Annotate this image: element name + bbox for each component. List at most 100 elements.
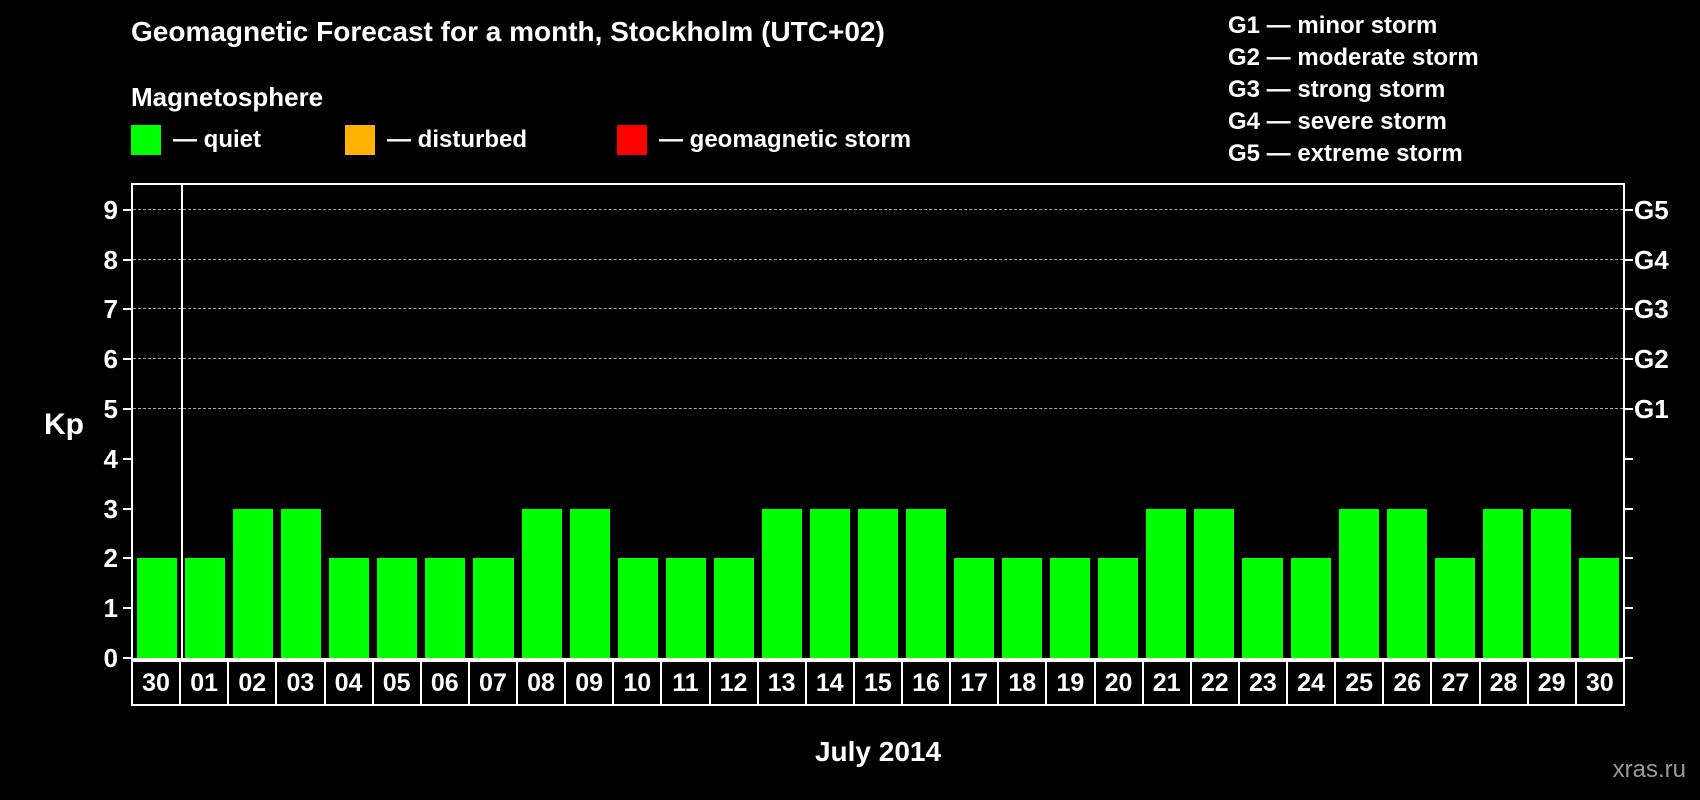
y-tick-mark-right-4 bbox=[1625, 457, 1633, 460]
kp-bar-day-18 bbox=[1002, 558, 1043, 658]
legend-item-disturbed: — disturbed bbox=[345, 124, 527, 156]
day-label-20-20: 20 bbox=[1096, 662, 1144, 704]
y-tick-label-6: 6 bbox=[103, 344, 118, 375]
month-label: July 2014 bbox=[814, 736, 942, 767]
legend-item-quiet: — quiet bbox=[131, 124, 261, 156]
day-label-16-16: 16 bbox=[903, 662, 952, 704]
day-label-18-18: 18 bbox=[999, 662, 1048, 704]
day-label-27-27: 27 bbox=[1432, 662, 1481, 704]
storm-swatch-icon bbox=[617, 125, 647, 155]
day-label-22-22: 22 bbox=[1192, 662, 1240, 704]
kp-bar-day-29 bbox=[1530, 508, 1571, 658]
kp-bar-day-30 bbox=[137, 558, 178, 658]
g-legend-line-g5: G5 — extreme storm bbox=[1228, 140, 1463, 167]
y-tick-mark-left-4 bbox=[123, 457, 131, 460]
y-tick-mark-right-3 bbox=[1625, 507, 1633, 510]
gridline-kp-9 bbox=[133, 208, 1623, 210]
day-label-23-23: 23 bbox=[1240, 662, 1288, 704]
g-axis-label-g3: G3 bbox=[1634, 294, 1669, 325]
y-tick-mark-left-0 bbox=[123, 657, 131, 659]
y-tick-mark-right-0 bbox=[1625, 657, 1633, 659]
kp-bar-day-19 bbox=[1050, 558, 1091, 658]
gridline-kp-8 bbox=[133, 258, 1623, 260]
watermark: xras.ru bbox=[1612, 756, 1686, 783]
day-label-25-25: 25 bbox=[1336, 662, 1385, 704]
kp-bar-day-22 bbox=[1194, 508, 1235, 658]
y-tick-mark-left-7 bbox=[123, 308, 131, 311]
kp-bar-day-12 bbox=[713, 558, 754, 658]
y-tick-mark-left-3 bbox=[123, 507, 131, 510]
day-label-1-01: 01 bbox=[181, 662, 230, 704]
y-tick-mark-right-1 bbox=[1625, 607, 1633, 610]
day-label-2-02: 02 bbox=[229, 662, 278, 704]
legend-item-storm: — geomagnetic storm bbox=[617, 124, 911, 156]
kp-bar-day-14 bbox=[809, 508, 850, 658]
g-axis-label-g5: G5 bbox=[1634, 194, 1669, 225]
day-label-14-14: 14 bbox=[807, 662, 855, 704]
day-label-0-30: 30 bbox=[133, 662, 182, 704]
kp-axis-label: Kp bbox=[44, 408, 84, 441]
y-tick-label-2: 2 bbox=[103, 543, 118, 574]
kp-bar-day-03 bbox=[281, 508, 322, 658]
kp-bar-day-11 bbox=[665, 558, 706, 658]
g-axis-label-g1: G1 bbox=[1634, 394, 1669, 425]
kp-bar-day-28 bbox=[1482, 508, 1523, 658]
magnetosphere-label: Magnetosphere bbox=[131, 82, 324, 112]
day-label-5-05: 05 bbox=[374, 662, 422, 704]
y-tick-mark-left-2 bbox=[123, 557, 131, 560]
y-tick-mark-right-8 bbox=[1625, 258, 1633, 261]
kp-bar-day-15 bbox=[857, 508, 899, 658]
kp-bar-day-05 bbox=[377, 558, 418, 658]
disturbed-label: — disturbed bbox=[387, 126, 528, 153]
day-label-30-30: 30 bbox=[1585, 668, 1614, 697]
day-label-19-19: 19 bbox=[1047, 662, 1096, 704]
gridline-kp-7 bbox=[133, 308, 1623, 310]
y-tick-label-8: 8 bbox=[103, 244, 118, 275]
day-label-8-08: 08 bbox=[518, 662, 567, 704]
day-label-7-07: 07 bbox=[470, 662, 518, 704]
kp-bar-day-24 bbox=[1290, 558, 1331, 658]
kp-bar-day-16 bbox=[906, 508, 947, 658]
chart-title: Geomagnetic Forecast for a month, Stockh… bbox=[131, 16, 885, 47]
y-tick-mark-left-6 bbox=[123, 358, 131, 361]
kp-bar-day-04 bbox=[329, 558, 370, 658]
day-label-6-06: 06 bbox=[422, 662, 470, 704]
day-label-4-04: 04 bbox=[326, 662, 374, 704]
g-legend-line-g2: G2 — moderate storm bbox=[1228, 44, 1479, 71]
g-axis-label-g4: G4 bbox=[1634, 244, 1669, 275]
y-tick-mark-right-5 bbox=[1625, 408, 1633, 411]
day-label-28-28: 28 bbox=[1481, 662, 1529, 704]
g-scale-legend: G1 — minor storm G2 — moderate storm G3 … bbox=[1228, 10, 1479, 170]
y-tick-mark-right-6 bbox=[1625, 358, 1633, 361]
y-tick-mark-right-9 bbox=[1625, 208, 1633, 211]
day-label-13-13: 13 bbox=[759, 662, 807, 704]
quiet-swatch-icon bbox=[131, 125, 161, 155]
kp-bar-day-08 bbox=[521, 508, 562, 658]
kp-bar-day-26 bbox=[1386, 508, 1427, 658]
day-label-11-11: 11 bbox=[662, 662, 711, 704]
plot-area bbox=[131, 183, 1625, 660]
kp-bar-day-01 bbox=[185, 558, 226, 658]
y-tick-mark-left-5 bbox=[123, 408, 131, 411]
day-labels-row: 30 01 02 03 04 05 06 07 08 09 10 11 12 13 14 15 16 17 18 19… bbox=[131, 660, 1625, 706]
kp-bar-day-21 bbox=[1146, 508, 1187, 658]
y-tick-label-3: 3 bbox=[103, 493, 118, 524]
y-tick-mark-left-1 bbox=[123, 607, 131, 610]
g-legend-line-g3: G3 — strong storm bbox=[1228, 76, 1446, 103]
day-label-17-17: 17 bbox=[951, 662, 1000, 704]
kp-bar-day-13 bbox=[761, 508, 802, 658]
y-tick-mark-right-2 bbox=[1625, 557, 1633, 560]
kp-bar-day-02 bbox=[233, 508, 274, 658]
month-separator-line bbox=[181, 185, 184, 658]
y-tick-label-9: 9 bbox=[103, 194, 118, 225]
day-label-9-09: 09 bbox=[566, 662, 615, 704]
day-label-10-10: 10 bbox=[614, 662, 663, 704]
kp-bar-day-27 bbox=[1434, 558, 1475, 658]
day-label-15-15: 15 bbox=[855, 662, 903, 704]
kp-bar-day-09 bbox=[569, 508, 610, 658]
day-label-24-24: 24 bbox=[1288, 662, 1337, 704]
day-label-21-21: 21 bbox=[1144, 662, 1192, 704]
kp-bar-day-23 bbox=[1242, 558, 1283, 658]
g-legend-line-g4: G4 — severe storm bbox=[1228, 108, 1447, 135]
